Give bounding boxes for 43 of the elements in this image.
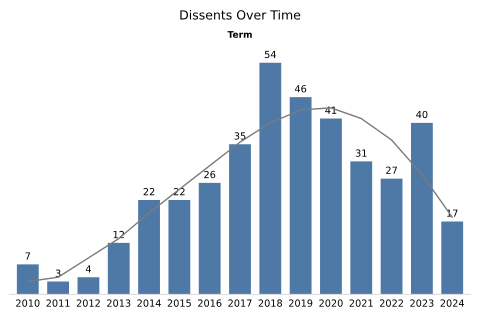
bar <box>320 118 342 294</box>
chart-title: Dissents Over Time <box>180 10 300 20</box>
x-tick-label: 2018 <box>258 299 282 307</box>
bar <box>108 242 130 294</box>
bar <box>47 282 70 294</box>
data-label: 35 <box>234 132 246 140</box>
x-tick-label: 2014 <box>137 299 161 307</box>
x-tick-label: 2021 <box>350 299 373 307</box>
bar <box>78 277 100 294</box>
x-tick-label: 2016 <box>198 299 222 307</box>
x-tick-label: 2019 <box>288 299 312 307</box>
x-tick-label: 2024 <box>440 299 464 307</box>
x-tick-label: 2017 <box>228 299 252 307</box>
x-tick-label: 2012 <box>76 299 100 307</box>
bar <box>380 178 402 294</box>
data-label: 46 <box>294 85 306 92</box>
bar <box>138 200 160 294</box>
bar <box>16 264 39 294</box>
x-tick-label: 2023 <box>410 299 434 307</box>
bar <box>259 62 282 294</box>
data-label: 4 <box>86 265 91 272</box>
x-tick-label: 2010 <box>16 299 40 307</box>
x-tick-label: 2015 <box>168 299 191 307</box>
bar <box>350 161 372 294</box>
data-label: 7 <box>25 252 30 260</box>
data-label: 27 <box>386 166 397 174</box>
data-label: 40 <box>416 110 428 118</box>
bar <box>168 200 190 294</box>
bar <box>290 97 312 294</box>
bar <box>229 144 251 294</box>
x-tick-label: 2013 <box>107 299 130 307</box>
bar <box>198 182 221 294</box>
x-tick-label: 2022 <box>380 299 403 307</box>
bar <box>441 221 464 294</box>
x-tick-label: 2020 <box>319 299 343 307</box>
data-label: 3 <box>56 270 60 277</box>
data-label: 54 <box>264 50 276 58</box>
chart-subtitle: Term <box>228 31 252 38</box>
data-label: 31 <box>356 149 367 157</box>
data-label: 22 <box>144 188 154 196</box>
x-tick-label: 2011 <box>46 299 70 307</box>
bar <box>410 122 433 294</box>
data-label: 26 <box>204 170 216 178</box>
